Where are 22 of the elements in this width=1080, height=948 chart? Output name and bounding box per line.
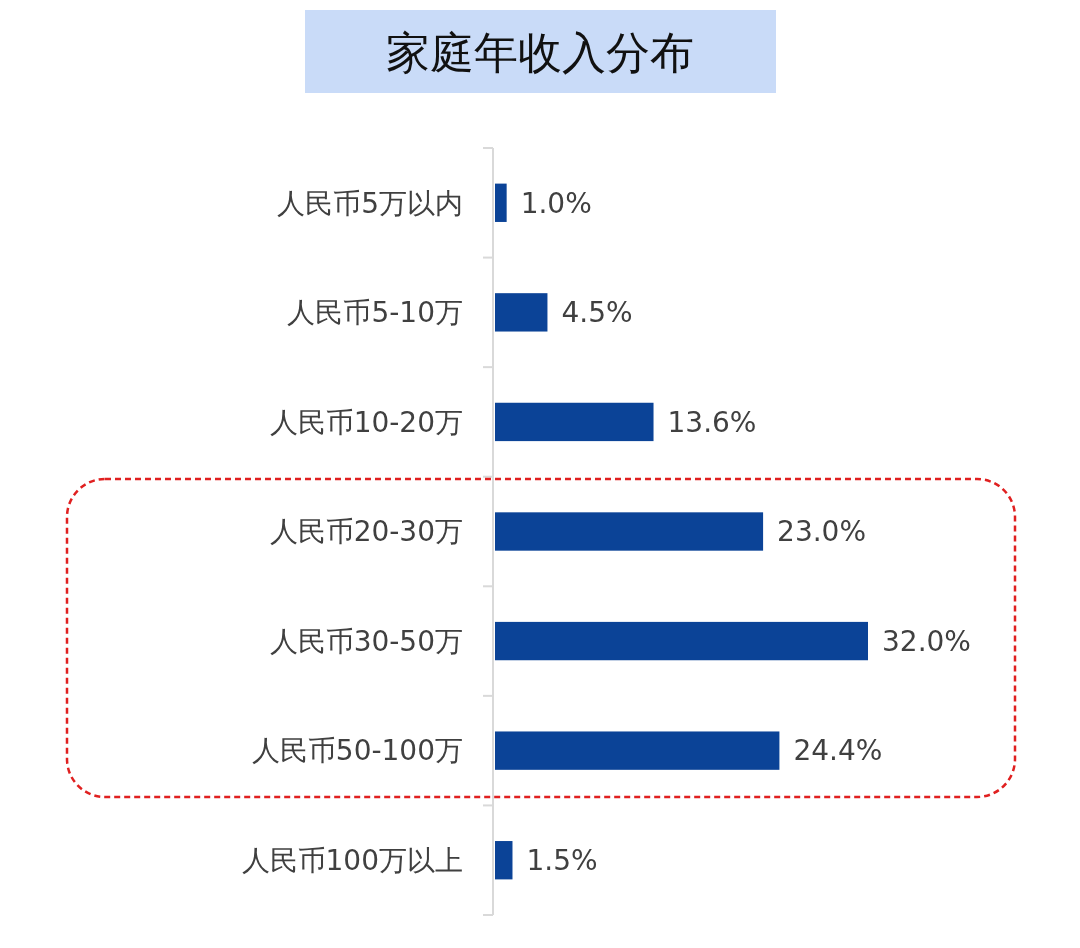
bar xyxy=(495,841,513,880)
bar xyxy=(495,183,507,222)
y-tick-label: 人民币10-20万 xyxy=(269,405,463,439)
data-label: 23.0% xyxy=(777,515,867,549)
data-label: 4.5% xyxy=(561,296,633,330)
data-label: 32.0% xyxy=(882,624,971,658)
bar xyxy=(495,621,868,661)
bar xyxy=(495,402,654,442)
y-tick-label: 人民币20-30万 xyxy=(269,515,463,549)
data-label: 24.4% xyxy=(793,734,883,768)
y-tick-label: 人民币100万以上 xyxy=(241,844,463,878)
y-tick-label: 人民币50-100万 xyxy=(251,734,463,768)
y-tick-label: 人民币5-10万 xyxy=(287,296,463,330)
data-label: 1.5% xyxy=(526,844,598,878)
y-tick-label: 人民币30-50万 xyxy=(269,624,463,658)
y-tick-label: 人民币5万以内 xyxy=(277,186,463,220)
bar xyxy=(495,731,780,770)
data-label: 1.0% xyxy=(520,186,592,220)
chart-title: 家庭年收入分布 xyxy=(386,27,694,78)
data-label: 13.6% xyxy=(667,405,757,439)
bar xyxy=(495,512,764,551)
bar xyxy=(495,293,548,332)
